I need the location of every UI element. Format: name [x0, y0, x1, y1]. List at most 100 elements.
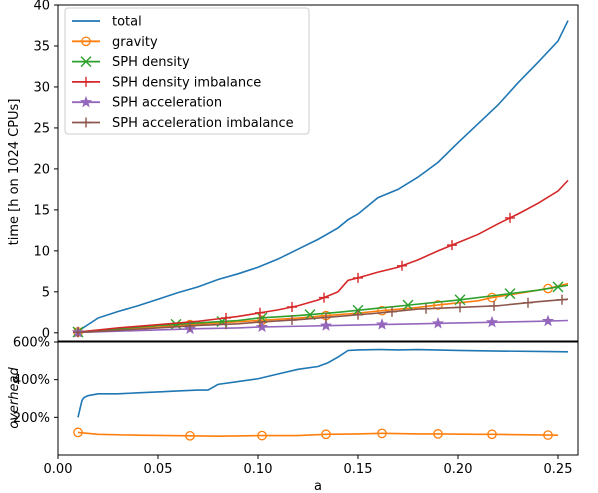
series-point [552, 281, 564, 293]
top-axes-frame [57, 4, 579, 342]
legend-marker [80, 56, 92, 68]
legend-item: SPH density [72, 55, 190, 70]
series-point [455, 302, 465, 313]
legend-marker [81, 36, 91, 47]
bottom-panel: 200% 400% 600% 0.00 0.05 0.10 0.15 0.20 0.25 ov… [7, 336, 572, 493]
series-point [397, 260, 407, 271]
series-point [185, 430, 195, 441]
series-point [402, 299, 414, 311]
series-point [421, 303, 431, 314]
series-point [255, 320, 269, 333]
series-point [287, 315, 297, 326]
legend-label: SPH density imbalance [112, 75, 261, 90]
series-line [77, 431, 559, 437]
series-line [77, 284, 569, 333]
top-y-tick-label: 20 [33, 162, 50, 177]
overhead-series-1 [73, 427, 559, 441]
legend: total gravity SPH density SPH density imbal… [64, 7, 310, 135]
top-y-tick-label: 0 [42, 326, 50, 341]
top-y-tick-label: 30 [33, 80, 50, 95]
series-point [377, 428, 387, 439]
x-tick-label: 0.10 [244, 462, 273, 477]
series-point [489, 300, 499, 311]
series-0 [77, 20, 569, 332]
legend-label: total [112, 15, 142, 30]
bottom-axes-frame [57, 341, 579, 456]
bottom-series-group [73, 348, 569, 441]
series-point [557, 294, 567, 305]
series-point [485, 315, 499, 328]
series-point [433, 429, 443, 439]
top-y-tick-label: 25 [33, 121, 50, 136]
series-point [505, 212, 515, 223]
series-point [287, 301, 297, 312]
series-point [375, 318, 389, 330]
series-line [77, 20, 569, 332]
series-5 [73, 294, 569, 338]
legend-items: total gravity SPH density SPH density imbal… [72, 15, 294, 131]
series-point [353, 309, 363, 320]
overhead-series-0 [77, 348, 569, 418]
top-y-axis-label: time [h on 1024 CPUs] [7, 99, 22, 246]
bottom-y-tick-label: 400% [13, 373, 50, 388]
x-tick-label: 0.25 [544, 462, 573, 477]
series-point [319, 292, 329, 303]
series-point [257, 430, 267, 441]
legend-marker [81, 76, 91, 87]
legend-item: SPH density imbalance [72, 75, 261, 90]
top-y-tick-label: 15 [33, 203, 50, 218]
x-tick-label: 0.15 [344, 462, 373, 477]
series-line [77, 179, 569, 333]
series-point [543, 430, 553, 440]
top-y-tick-label: 40 [33, 0, 50, 14]
bottom-y-axis-label: overhead [7, 367, 22, 429]
series-point [321, 312, 331, 323]
series-point [454, 294, 466, 306]
series-point [447, 240, 457, 251]
series-line [77, 348, 569, 418]
series-point [523, 297, 533, 308]
legend-label: SPH acceleration imbalance [112, 116, 294, 131]
legend-label: SPH density [112, 55, 190, 70]
series-point [255, 317, 265, 328]
x-tick-label: 0.20 [444, 462, 473, 477]
top-y-ticks: 0 5 10 15 20 25 30 35 40 [33, 0, 58, 341]
bottom-y-ticks: 200% 400% 600% [13, 336, 58, 426]
series-point [73, 327, 83, 338]
series-point [185, 320, 195, 331]
top-y-tick-label: 35 [33, 39, 50, 54]
series-point [504, 288, 516, 300]
series-point [321, 429, 331, 440]
legend-item: total [72, 15, 142, 30]
series-point [353, 272, 363, 283]
series-point [73, 427, 83, 438]
series-point [487, 429, 497, 440]
legend-item: SPH acceleration imbalance [72, 116, 294, 131]
legend-marker [79, 95, 93, 108]
series-point [387, 306, 397, 317]
series-point [377, 305, 387, 316]
top-panel: 0 5 10 15 20 25 30 35 40 time [h on 1024 CPUs] t… [7, 0, 569, 341]
bottom-y-tick-label: 200% [13, 411, 50, 426]
series-point [541, 314, 555, 327]
legend-item: gravity [72, 35, 158, 50]
legend-label: gravity [112, 35, 158, 50]
legend-label: SPH acceleration [112, 96, 222, 111]
top-y-tick-label: 5 [42, 285, 50, 300]
legend-marker [81, 117, 91, 128]
legend-frame [64, 7, 310, 135]
series-point [431, 317, 445, 329]
x-tick-label: 0.00 [44, 462, 73, 477]
series-point [319, 319, 333, 331]
bottom-x-ticks: 0.00 0.05 0.10 0.15 0.20 0.25 [44, 455, 573, 477]
top-series-group [71, 20, 569, 338]
series-point [221, 319, 231, 330]
x-axis-label: a [314, 479, 322, 493]
top-y-tick-label: 10 [33, 244, 50, 259]
bottom-y-tick-label: 600% [13, 336, 50, 351]
series-point [433, 300, 443, 310]
x-tick-label: 0.05 [144, 462, 173, 477]
series-point [487, 292, 497, 303]
series-point [255, 307, 265, 318]
